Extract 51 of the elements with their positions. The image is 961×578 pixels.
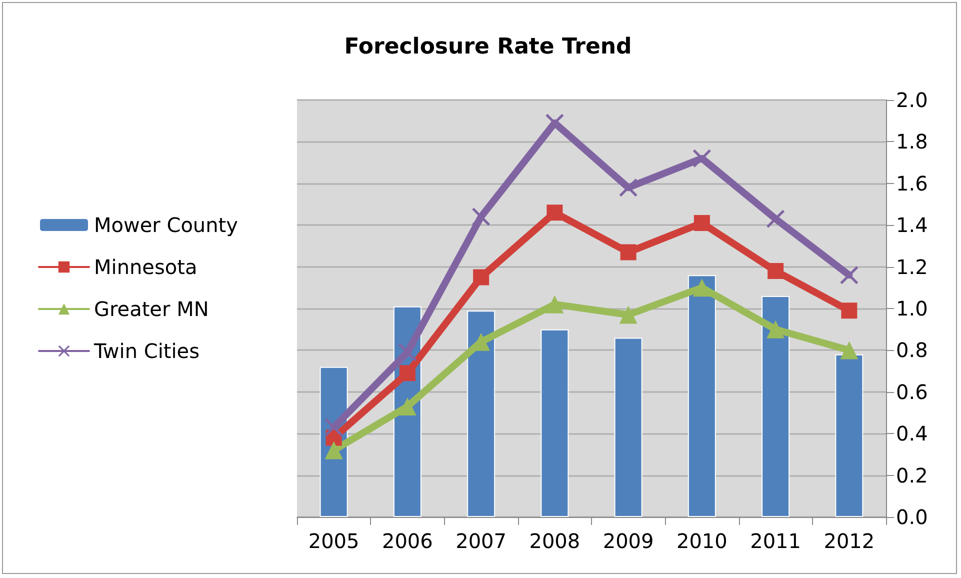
- legend-label: Twin Cities: [93, 339, 200, 363]
- point: [473, 269, 490, 286]
- bar: [467, 310, 496, 517]
- y-tick-label: 1.0: [896, 296, 928, 320]
- bar: [688, 275, 716, 517]
- point: [766, 320, 785, 338]
- point: [472, 208, 490, 226]
- bar: [762, 296, 790, 517]
- y-tick-label: 1.8: [896, 130, 928, 154]
- point: [692, 278, 711, 297]
- y-tick-label: 1.2: [896, 254, 928, 279]
- point: [324, 441, 343, 460]
- x-tick-label: 2012: [824, 529, 875, 553]
- y-tick-label: 0.8: [896, 338, 928, 362]
- legend-label: Minnesota: [94, 255, 198, 279]
- chart-title: Foreclosure Rate Trend: [344, 34, 632, 60]
- point: [766, 210, 785, 228]
- x-tick-label: 2010: [676, 529, 728, 553]
- point: [620, 244, 636, 260]
- point: [840, 341, 858, 360]
- bar: [835, 354, 864, 517]
- x-tick-label: 2007: [456, 529, 507, 553]
- point: [546, 295, 564, 314]
- x-tick-label: 2008: [529, 529, 580, 553]
- y-tick-label: 0.4: [896, 422, 928, 446]
- point: [398, 397, 416, 416]
- bar: [614, 338, 642, 517]
- point: [619, 178, 638, 197]
- y-tick-label: 0.0: [896, 505, 928, 529]
- bar: [540, 329, 569, 517]
- y-tick-label: 0.2: [896, 463, 928, 488]
- x-tick-label: 2005: [308, 529, 360, 553]
- y-tick-label: 1.6: [896, 171, 928, 196]
- legend-label: Greater MN: [94, 297, 209, 321]
- point: [692, 149, 711, 168]
- y-tick-label: 0.6: [896, 380, 928, 404]
- x-tick-label: 2011: [750, 529, 802, 553]
- point: [619, 306, 638, 324]
- x-tick-label: 2006: [382, 529, 433, 553]
- point: [399, 365, 416, 382]
- point: [840, 266, 858, 284]
- legend-label: Mower County: [94, 213, 238, 237]
- point: [546, 204, 563, 221]
- point: [841, 302, 858, 319]
- y-tick-label: 1.4: [896, 213, 928, 238]
- y-tick-label: 2.0: [896, 88, 928, 112]
- point: [694, 215, 710, 232]
- point: [768, 262, 784, 279]
- point: [398, 343, 416, 362]
- point: [324, 418, 343, 436]
- x-tick-label: 2009: [602, 529, 654, 553]
